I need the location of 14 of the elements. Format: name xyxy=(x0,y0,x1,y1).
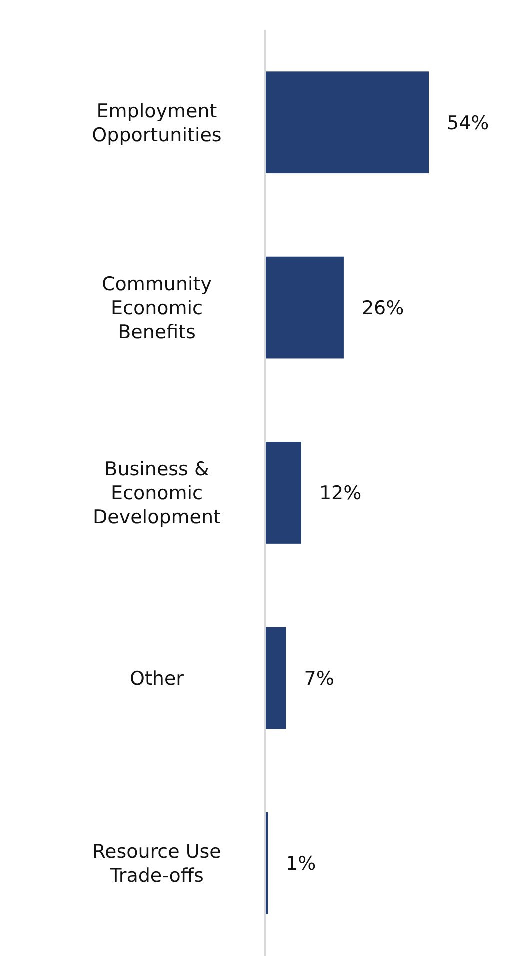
y-tick-label: Business & Economic Development xyxy=(93,458,221,529)
data-label: 1% xyxy=(286,853,316,876)
data-label: 12% xyxy=(319,482,362,505)
data-label: 54% xyxy=(447,112,490,134)
y-tick-label: Other xyxy=(130,668,184,690)
data-label: 26% xyxy=(362,297,404,320)
y-tick-label: Community Economic Benefits xyxy=(102,273,212,344)
bar xyxy=(265,627,286,730)
y-tick-label: Employment Opportunities xyxy=(92,100,222,146)
y-tick-label: Resource Use Trade-offs xyxy=(92,841,222,888)
data-label: 7% xyxy=(304,668,334,690)
bar xyxy=(265,72,429,174)
bar xyxy=(265,442,302,544)
bar xyxy=(265,256,344,359)
